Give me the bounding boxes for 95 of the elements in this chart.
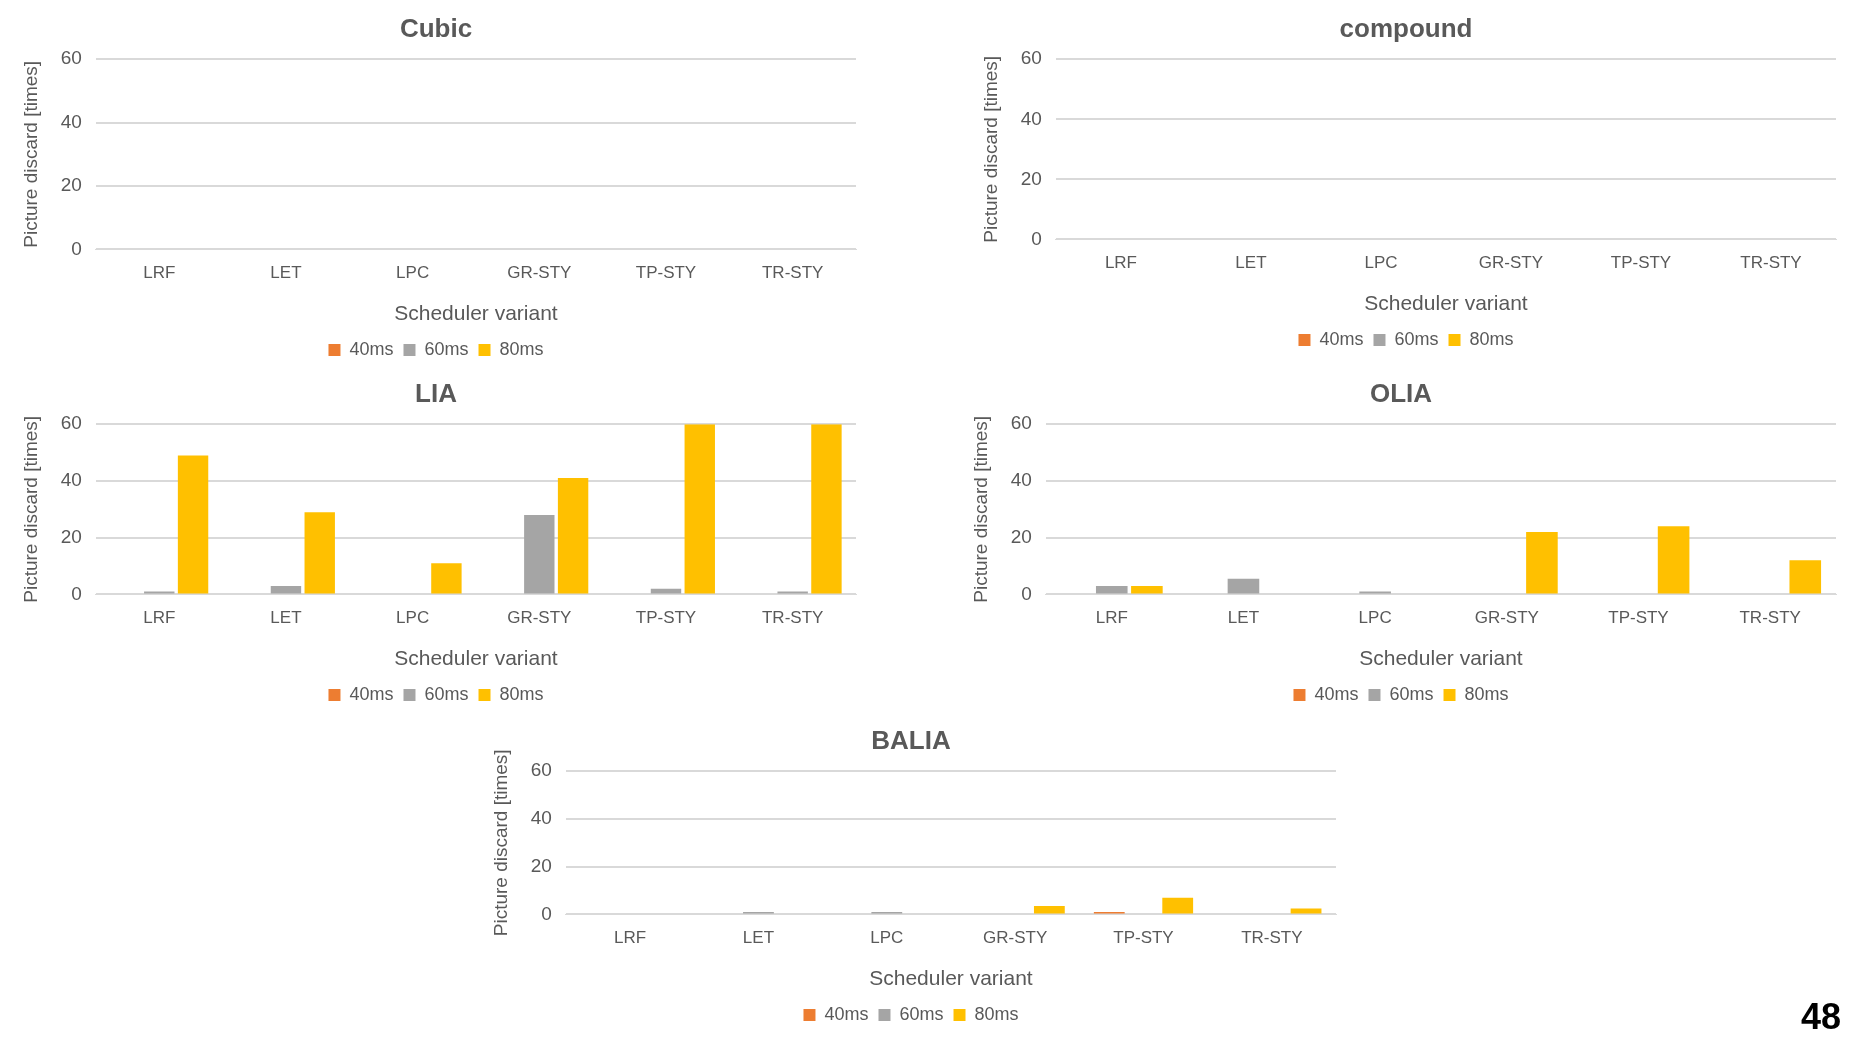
y-axis-title: Picture discard [times] xyxy=(489,749,511,937)
x-tick-label: LET xyxy=(1227,608,1260,628)
x-tick-label: LET xyxy=(270,263,302,283)
x-tick-label: LPC xyxy=(870,928,904,948)
x-axis-title: Scheduler variant xyxy=(869,966,1033,990)
y-tick-label: 0 xyxy=(541,902,552,924)
bar xyxy=(177,455,209,594)
x-tick-label: LET xyxy=(742,928,775,948)
legend-label: 40ms xyxy=(349,683,394,704)
y-tick-label: 0 xyxy=(71,237,82,259)
y-axis-title: Picture discard [times] xyxy=(979,55,1001,243)
y-tick-label: 60 xyxy=(60,47,82,69)
x-tick-label: LRF xyxy=(143,263,176,283)
y-tick-label: 40 xyxy=(60,469,82,491)
y-tick-label: 40 xyxy=(1020,107,1042,129)
y-tick-label: 60 xyxy=(530,759,552,781)
x-tick-label: GR-STY xyxy=(1478,253,1544,273)
x-axis-title: Scheduler variant xyxy=(394,646,558,670)
legend-label: 80ms xyxy=(1464,683,1509,704)
bar xyxy=(431,563,462,594)
legend-label: 60ms xyxy=(424,338,469,359)
x-tick-label: GR-STY xyxy=(1474,608,1539,628)
x-tick-label: TP-STY xyxy=(635,608,697,628)
y-tick-label: 60 xyxy=(1020,47,1042,69)
y-axis-title: Picture discard [times] xyxy=(19,415,41,603)
legend-label: 80ms xyxy=(1469,328,1514,349)
x-tick-label: LPC xyxy=(396,608,430,628)
chart-title: compound xyxy=(1339,12,1473,43)
x-axis-title: Scheduler variant xyxy=(1364,291,1528,315)
bar xyxy=(557,478,589,594)
bar xyxy=(304,512,335,594)
y-tick-label: 60 xyxy=(60,412,82,434)
y-tick-label: 0 xyxy=(1031,227,1042,249)
legend-label: 60ms xyxy=(424,683,469,704)
x-tick-label: TP-STY xyxy=(1113,928,1174,948)
legend-label: 40ms xyxy=(349,338,394,359)
y-tick-label: 0 xyxy=(1021,582,1032,604)
x-tick-label: TP-STY xyxy=(1608,608,1669,628)
x-tick-label: LET xyxy=(270,608,302,628)
chart-title: Cubic xyxy=(399,12,473,43)
bar xyxy=(1095,585,1128,594)
x-tick-label: TR-STY xyxy=(1739,608,1801,628)
y-tick-label: 40 xyxy=(1010,469,1032,491)
y-tick-label: 20 xyxy=(60,525,82,547)
x-tick-label: GR-STY xyxy=(507,608,572,628)
legend-label: 80ms xyxy=(499,338,544,359)
y-tick-label: 60 xyxy=(1010,412,1032,434)
legend-label: 40ms xyxy=(1319,328,1364,349)
bar xyxy=(270,585,302,594)
legend-label: 80ms xyxy=(499,683,544,704)
x-tick-label: LRF xyxy=(143,608,176,628)
chart-title: BALIA xyxy=(871,724,951,755)
bar xyxy=(1131,585,1163,594)
x-axis-title: Scheduler variant xyxy=(394,301,558,325)
x-tick-label: TR-STY xyxy=(761,263,824,283)
legend-label: 60ms xyxy=(1394,328,1439,349)
legend-label: 40ms xyxy=(1314,683,1359,704)
bar xyxy=(811,424,842,594)
y-tick-label: 0 xyxy=(71,582,82,604)
legend-label: 60ms xyxy=(1389,683,1434,704)
x-tick-label: TP-STY xyxy=(635,263,697,283)
legend-label: 80ms xyxy=(974,1003,1019,1024)
bar xyxy=(524,514,555,594)
y-axis-title: Picture discard [times] xyxy=(969,415,991,603)
y-axis-title: Picture discard [times] xyxy=(19,60,41,248)
x-tick-label: LRF xyxy=(1104,253,1137,273)
y-tick-label: 20 xyxy=(1020,167,1042,189)
x-tick-label: LRF xyxy=(1095,608,1128,628)
legend-label: 60ms xyxy=(899,1003,944,1024)
chart-title: LIA xyxy=(415,377,458,408)
bar xyxy=(1526,531,1558,594)
x-tick-label: GR-STY xyxy=(507,263,572,283)
x-tick-label: TR-STY xyxy=(761,608,824,628)
x-tick-label: LPC xyxy=(396,263,430,283)
x-tick-label: LPC xyxy=(1364,253,1398,273)
bar xyxy=(684,424,715,594)
x-tick-label: LET xyxy=(1235,253,1267,273)
x-axis-title: Scheduler variant xyxy=(1359,646,1523,670)
x-tick-label: TR-STY xyxy=(1740,253,1802,273)
y-tick-label: 20 xyxy=(1010,525,1032,547)
text: 48 xyxy=(1800,996,1841,1038)
x-tick-label: TP-STY xyxy=(1610,253,1672,273)
y-tick-label: 40 xyxy=(530,807,552,829)
bar xyxy=(1789,560,1822,594)
x-tick-label: LPC xyxy=(1358,608,1392,628)
y-tick-label: 40 xyxy=(60,110,82,132)
x-tick-label: TR-STY xyxy=(1241,928,1303,948)
x-tick-label: GR-STY xyxy=(983,928,1048,948)
legend-label: 40ms xyxy=(824,1003,869,1024)
y-tick-label: 20 xyxy=(60,174,82,196)
bar xyxy=(1657,526,1690,594)
y-tick-label: 20 xyxy=(530,854,552,876)
chart-title: OLIA xyxy=(1369,377,1433,408)
x-tick-label: LRF xyxy=(614,928,647,948)
bar xyxy=(1227,578,1260,594)
